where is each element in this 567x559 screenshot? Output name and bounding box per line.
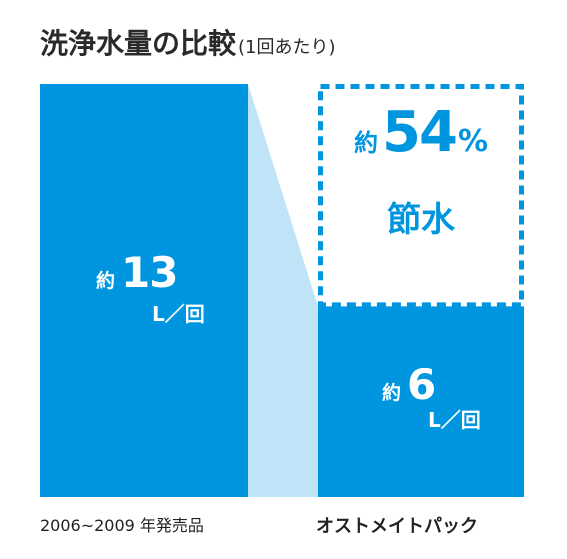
saving-text: 節水	[387, 200, 455, 240]
bar-unit-label-1: L／回	[152, 302, 205, 326]
bar-value-1: 13	[121, 248, 178, 297]
title-text: 洗浄水量の比較	[40, 27, 237, 60]
saving-prefix: 約	[354, 129, 378, 157]
saving-annotation: 約54% 節水	[318, 100, 524, 240]
reduction-connector	[248, 84, 318, 497]
bar-value-label-1: 約 13	[96, 248, 178, 297]
bar-ostomate-pack	[318, 306, 524, 497]
category-label-1: 2006~2009 年発売品	[40, 516, 204, 535]
bar-2006-2009-model	[40, 84, 248, 497]
chart-title: 洗浄水量の比較 (1回あたり)	[40, 22, 336, 62]
value-prefix: 約	[96, 270, 116, 292]
bar-unit-label-2: L／回	[428, 408, 481, 432]
saving-percent-sign: %	[457, 124, 488, 159]
category-label-2: オストメイトパック	[316, 516, 478, 537]
saving-percent-value: 54	[382, 100, 458, 165]
subtitle-text: (1回あたり)	[238, 37, 336, 58]
value-prefix: 約	[382, 382, 402, 404]
bar-value-2: 6	[407, 360, 436, 409]
